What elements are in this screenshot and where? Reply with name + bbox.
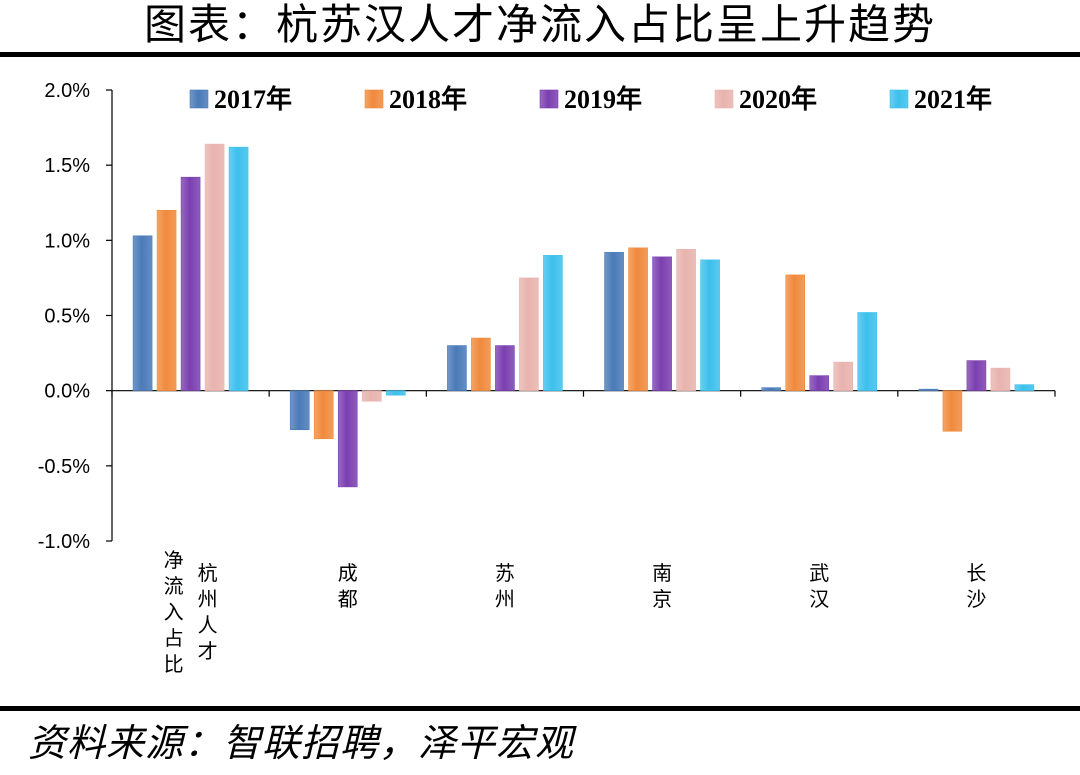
bar-2020年-0: [204, 143, 225, 391]
bar-2019年-1: [337, 390, 358, 488]
y-tick-label: -0.5%: [38, 456, 90, 478]
legend-label: 2018年: [389, 84, 467, 114]
y-tick-label: 0.5%: [44, 306, 90, 328]
top-rule: [0, 52, 1080, 57]
bar-2017年-5: [918, 388, 939, 391]
bottom-rule: [0, 706, 1080, 711]
bar-2017年-1: [289, 390, 310, 431]
y-label-char: 比: [164, 652, 184, 676]
category-label: 南: [652, 561, 672, 585]
y-label-char: 净: [164, 548, 184, 572]
category-label: 汉: [809, 587, 829, 611]
bar-2019年-2: [495, 345, 515, 391]
category-label: 长: [966, 561, 986, 585]
legend-swatch: [189, 89, 209, 109]
bar-2021年-5: [1014, 384, 1035, 391]
category-label: 武: [809, 561, 829, 585]
y-label-char: 人: [198, 613, 218, 637]
bar-2021年-0: [228, 146, 249, 391]
bar-2018年-0: [156, 209, 177, 391]
category-label: 京: [652, 587, 672, 611]
bar-2018年-1: [313, 390, 334, 440]
bar-2021年-2: [543, 255, 563, 391]
category-label: 沙: [966, 587, 986, 611]
y-tick-label: 1.0%: [44, 230, 90, 252]
category-label: 州: [495, 587, 515, 611]
y-tick-label: -1.0%: [38, 531, 90, 553]
y-label-char: 杭: [198, 561, 218, 585]
y-label-char: 州: [198, 587, 218, 611]
source-note: 资料来源：智联招聘，泽平宏观: [28, 721, 575, 765]
legend-swatch: [539, 89, 559, 109]
bar-2018年-2: [471, 337, 491, 391]
bar-2019年-3: [652, 256, 672, 391]
bar-2018年-5: [942, 390, 963, 432]
y-tick-label: 0.0%: [44, 381, 90, 403]
y-label-char: 占: [164, 626, 184, 650]
bar-2021年-1: [385, 390, 406, 396]
bar-chart: 2.0% 1.5% 1.0% 0.5% 0.0% -0.5% -1.0% 2017年 2018年…: [38, 80, 1056, 676]
legend-label: 2017年: [214, 84, 292, 114]
legend-label: 2019年: [564, 84, 642, 114]
bar-2020年-1: [361, 390, 382, 402]
bar-2020年-2: [519, 277, 539, 391]
bar-2021年-3: [700, 259, 720, 391]
legend-swatch: [889, 89, 909, 109]
bar-2017年-2: [447, 345, 467, 391]
bar-2017年-0: [132, 235, 153, 391]
y-tick-label: 1.5%: [44, 155, 90, 177]
category-label: 成: [338, 561, 358, 585]
bar-2019年-5: [966, 360, 987, 391]
bar-2021年-4: [857, 312, 878, 391]
y-label-char: 才: [198, 639, 218, 663]
bar-2018年-4: [785, 274, 806, 391]
bar-2017年-4: [761, 387, 782, 391]
bar-2017年-3: [604, 252, 624, 391]
category-label: 苏: [495, 561, 515, 585]
y-tick-label: 2.0%: [44, 80, 90, 102]
y-label-char: 入: [164, 600, 184, 624]
bar-2019年-0: [180, 176, 201, 391]
bar-2020年-3: [676, 249, 696, 391]
bar-2019年-4: [809, 375, 830, 391]
bar-2020年-5: [990, 367, 1011, 391]
legend-label: 2020年: [739, 84, 817, 114]
y-label-char: 流: [164, 574, 184, 598]
bar-2018年-3: [628, 247, 648, 391]
legend-swatch: [364, 89, 384, 109]
bar-2020年-4: [833, 361, 854, 391]
category-label: 都: [338, 587, 358, 611]
legend-label: 2021年: [914, 84, 992, 114]
chart-title: 图表：杭苏汉人才净流入占比呈上升趋势: [143, 0, 936, 49]
legend-swatch: [714, 89, 734, 109]
